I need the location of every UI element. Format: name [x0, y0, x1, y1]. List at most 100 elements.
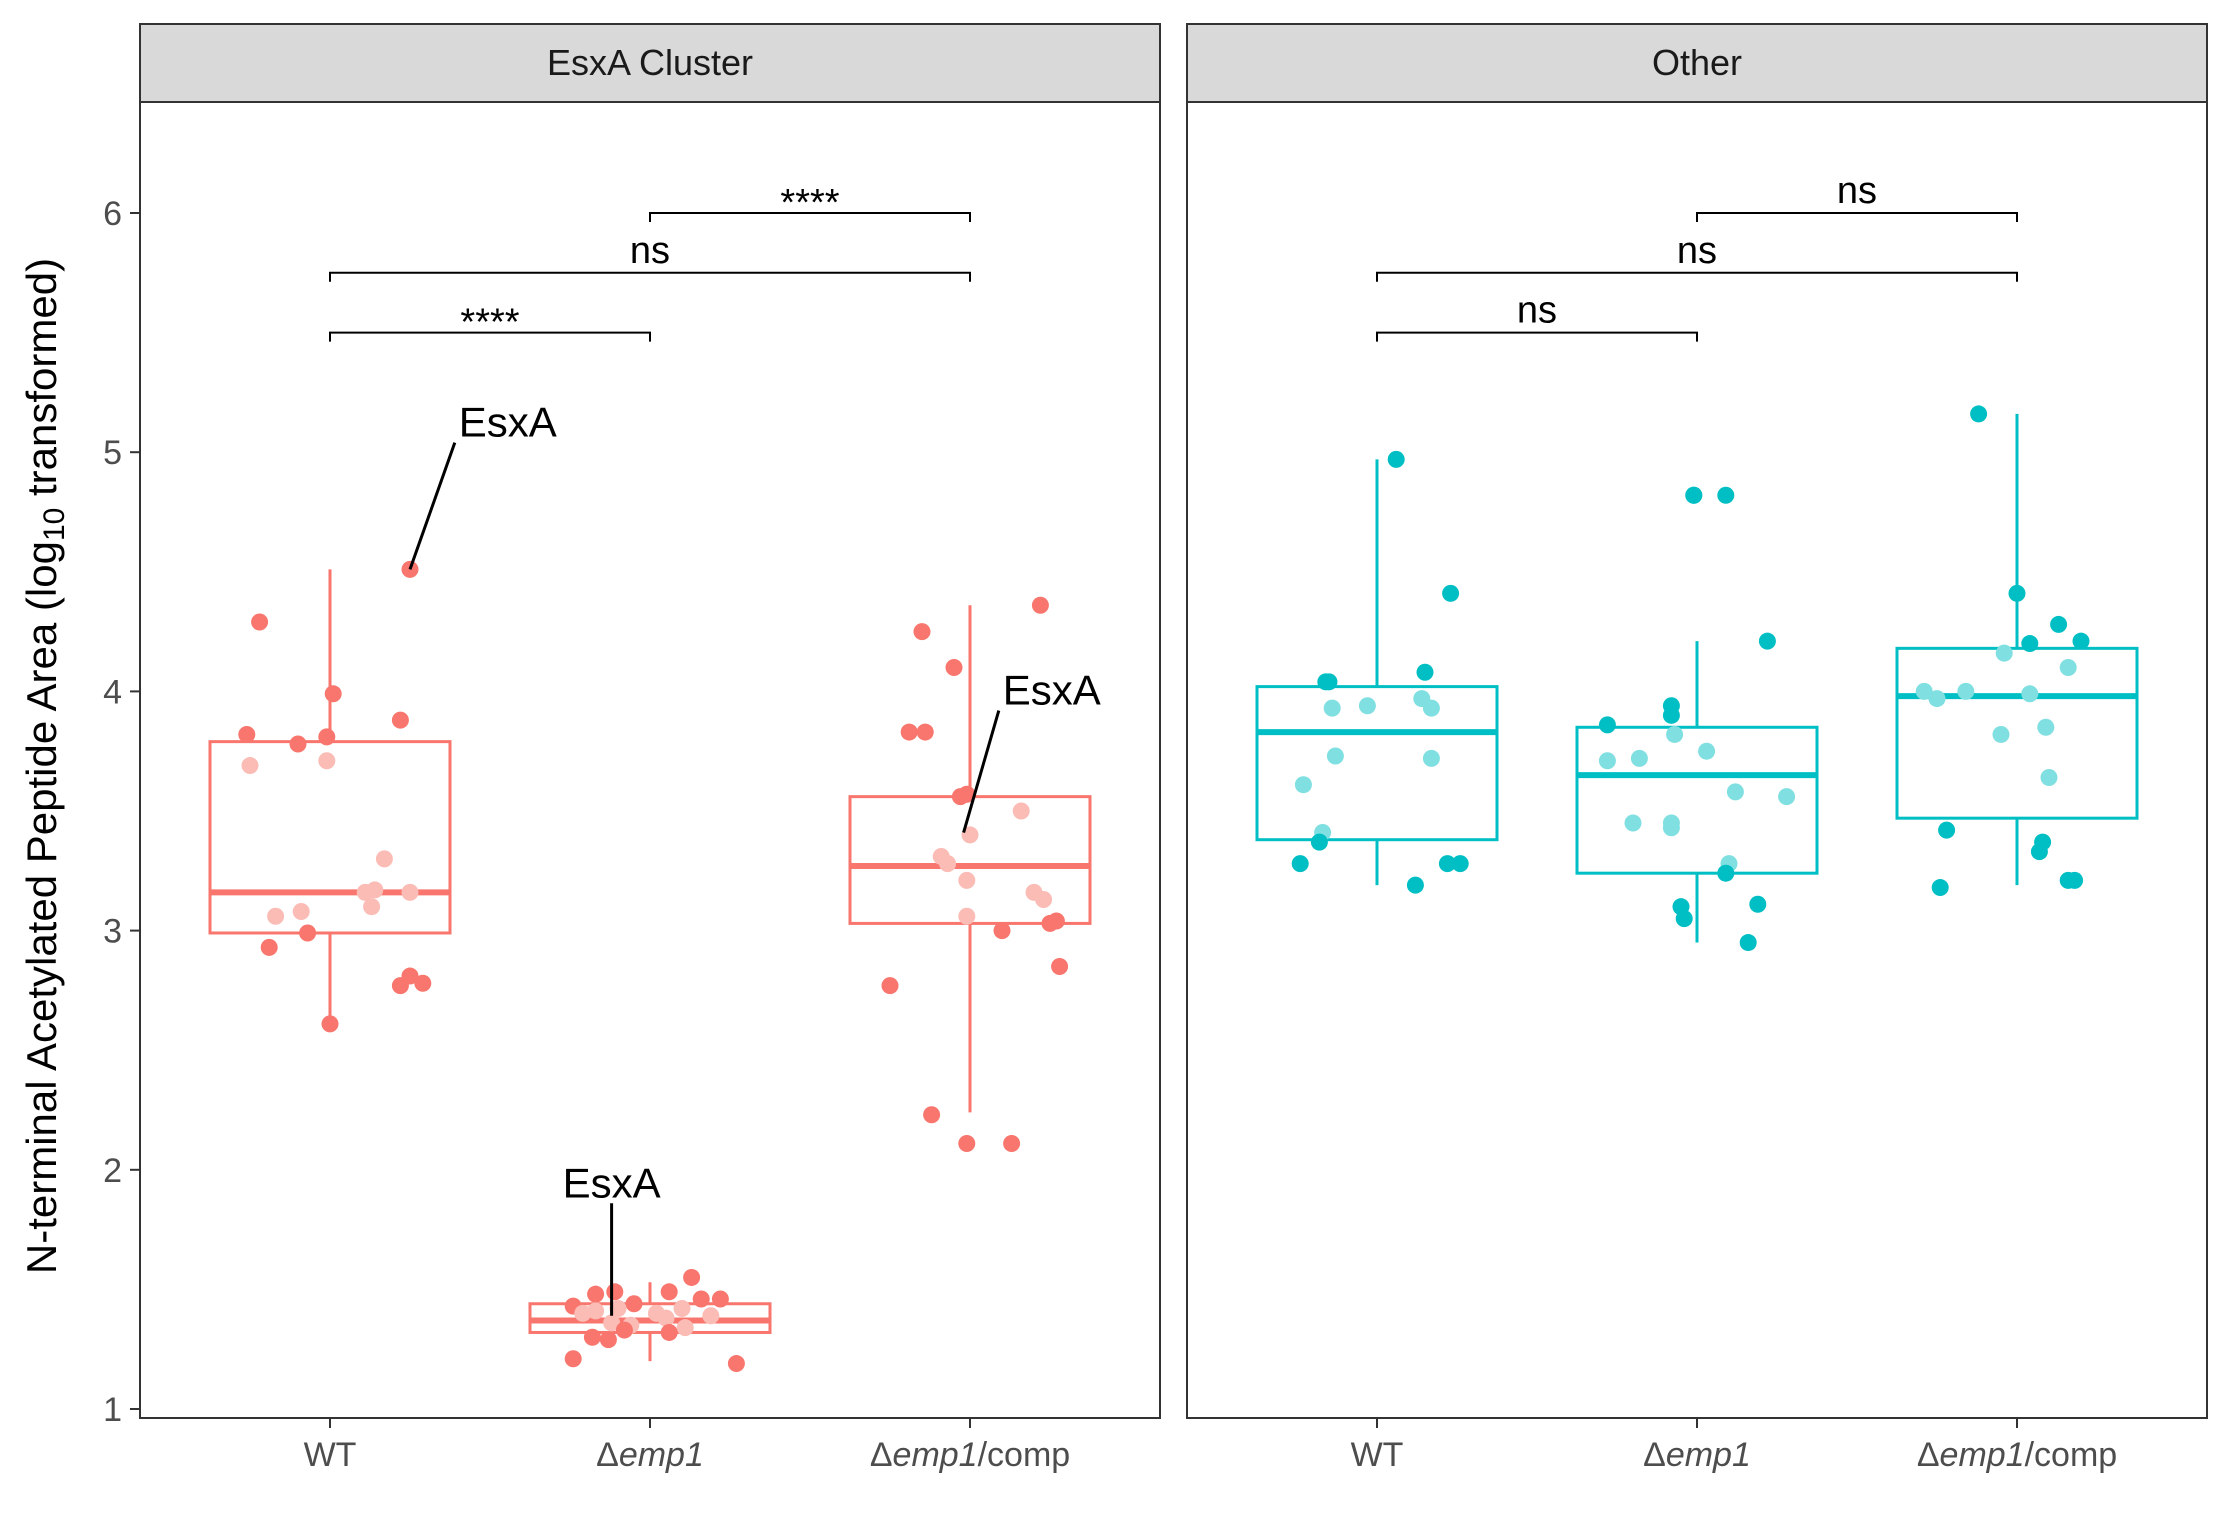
data-point	[1451, 855, 1469, 873]
data-point	[657, 1309, 675, 1327]
data-point	[1717, 486, 1735, 504]
data-point	[356, 883, 374, 901]
data-point	[2050, 615, 2068, 633]
data-point	[2059, 658, 2077, 676]
data-point	[727, 1355, 745, 1373]
data-point	[241, 757, 259, 775]
data-point	[1685, 486, 1703, 504]
box	[1895, 413, 2139, 886]
x-tick-label-suffix: /comp	[2025, 1436, 2118, 1474]
box-iqr	[1255, 685, 1499, 842]
x-tick-label: WT	[304, 1436, 357, 1474]
data-point	[1416, 663, 1434, 681]
data-point	[1003, 1134, 1021, 1152]
data-point	[1928, 690, 1946, 708]
data-point	[2059, 871, 2077, 889]
data-point	[603, 1314, 621, 1332]
facet-strip-label: EsxA Cluster	[547, 42, 753, 83]
y-tick-label: 1	[103, 1391, 122, 1429]
data-point	[1624, 814, 1642, 832]
data-point	[609, 1300, 627, 1318]
box-iqr	[1895, 646, 2139, 820]
data-point	[1035, 891, 1053, 909]
data-point	[900, 723, 918, 741]
bracket-line	[329, 331, 651, 342]
x-tick-label-prefix: Δ	[1643, 1436, 1666, 1474]
data-point	[321, 1015, 339, 1033]
annotation-leader	[962, 710, 1001, 833]
y-tick-label: 2	[103, 1152, 122, 1190]
significance-label: ****	[780, 182, 839, 224]
significance-label: ns	[1837, 170, 1877, 212]
point-annotation: EsxA	[408, 399, 557, 570]
facet-strip	[1186, 23, 2208, 103]
data-point	[923, 1106, 941, 1124]
significance-bracket: ns	[329, 230, 971, 282]
data-point	[318, 728, 336, 746]
box	[208, 569, 452, 1024]
annotation-leader	[408, 442, 457, 570]
data-point	[587, 1285, 605, 1303]
data-point	[375, 850, 393, 868]
data-point	[1970, 405, 1988, 423]
data-point	[1915, 682, 1933, 700]
bracket-line	[649, 212, 971, 222]
data-point	[961, 826, 979, 844]
data-point	[660, 1323, 678, 1341]
data-point	[574, 1304, 592, 1322]
significance-label: ns	[630, 230, 670, 272]
data-point	[267, 907, 285, 925]
box	[528, 1282, 772, 1362]
facet-strip-label: Other	[1652, 42, 1742, 83]
data-point	[251, 613, 269, 631]
data-point	[1387, 450, 1405, 468]
bracket-line	[329, 271, 971, 282]
data-point	[414, 974, 432, 992]
data-point	[1598, 752, 1616, 770]
x-tick-label-prefix: Δ	[1917, 1436, 1940, 1474]
data-point	[916, 723, 934, 741]
data-point	[1442, 584, 1460, 602]
x-tick-label-prefix: Δ	[870, 1436, 893, 1474]
data-point	[1938, 821, 1956, 839]
data-point	[673, 1300, 691, 1318]
bracket-line	[1696, 212, 2018, 222]
data-point	[1995, 644, 2013, 662]
data-point	[1598, 716, 1616, 734]
x-tick-label: Δemp1	[1643, 1436, 1751, 1474]
data-point	[292, 902, 310, 920]
data-point	[299, 924, 317, 942]
data-point	[1323, 699, 1341, 717]
data-point	[2021, 635, 2039, 653]
significance-bracket: ns	[1376, 290, 1698, 342]
y-tick-label: 3	[103, 913, 122, 951]
x-tick-label-prefix: Δ	[596, 1436, 619, 1474]
data-point	[1294, 776, 1312, 794]
y-tick-label: 6	[103, 195, 122, 233]
x-tick-label-italic: emp1	[619, 1436, 704, 1474]
data-point	[660, 1283, 678, 1301]
data-point	[958, 907, 976, 925]
x-tick-label-italic: emp1	[1940, 1436, 2025, 1474]
data-point	[1662, 706, 1680, 724]
data-point	[958, 1134, 976, 1152]
box	[1575, 641, 1819, 943]
x-tick-label: Δemp1/comp	[1917, 1436, 2117, 1474]
significance-label: ****	[460, 302, 519, 344]
data-point	[676, 1319, 694, 1337]
data-point	[1422, 749, 1440, 767]
data-point	[1662, 814, 1680, 832]
data-point	[1675, 910, 1693, 928]
data-point	[391, 711, 409, 729]
x-tick-label-prefix: WT	[304, 1436, 357, 1474]
box-iqr	[1575, 725, 1819, 875]
data-point	[1291, 855, 1309, 873]
data-point	[1931, 879, 1949, 897]
data-point	[1012, 802, 1030, 820]
annotation-label: EsxA	[563, 1159, 661, 1206]
data-point	[1717, 864, 1735, 882]
point-annotation: EsxA	[563, 1159, 661, 1316]
data-point	[1326, 747, 1344, 765]
